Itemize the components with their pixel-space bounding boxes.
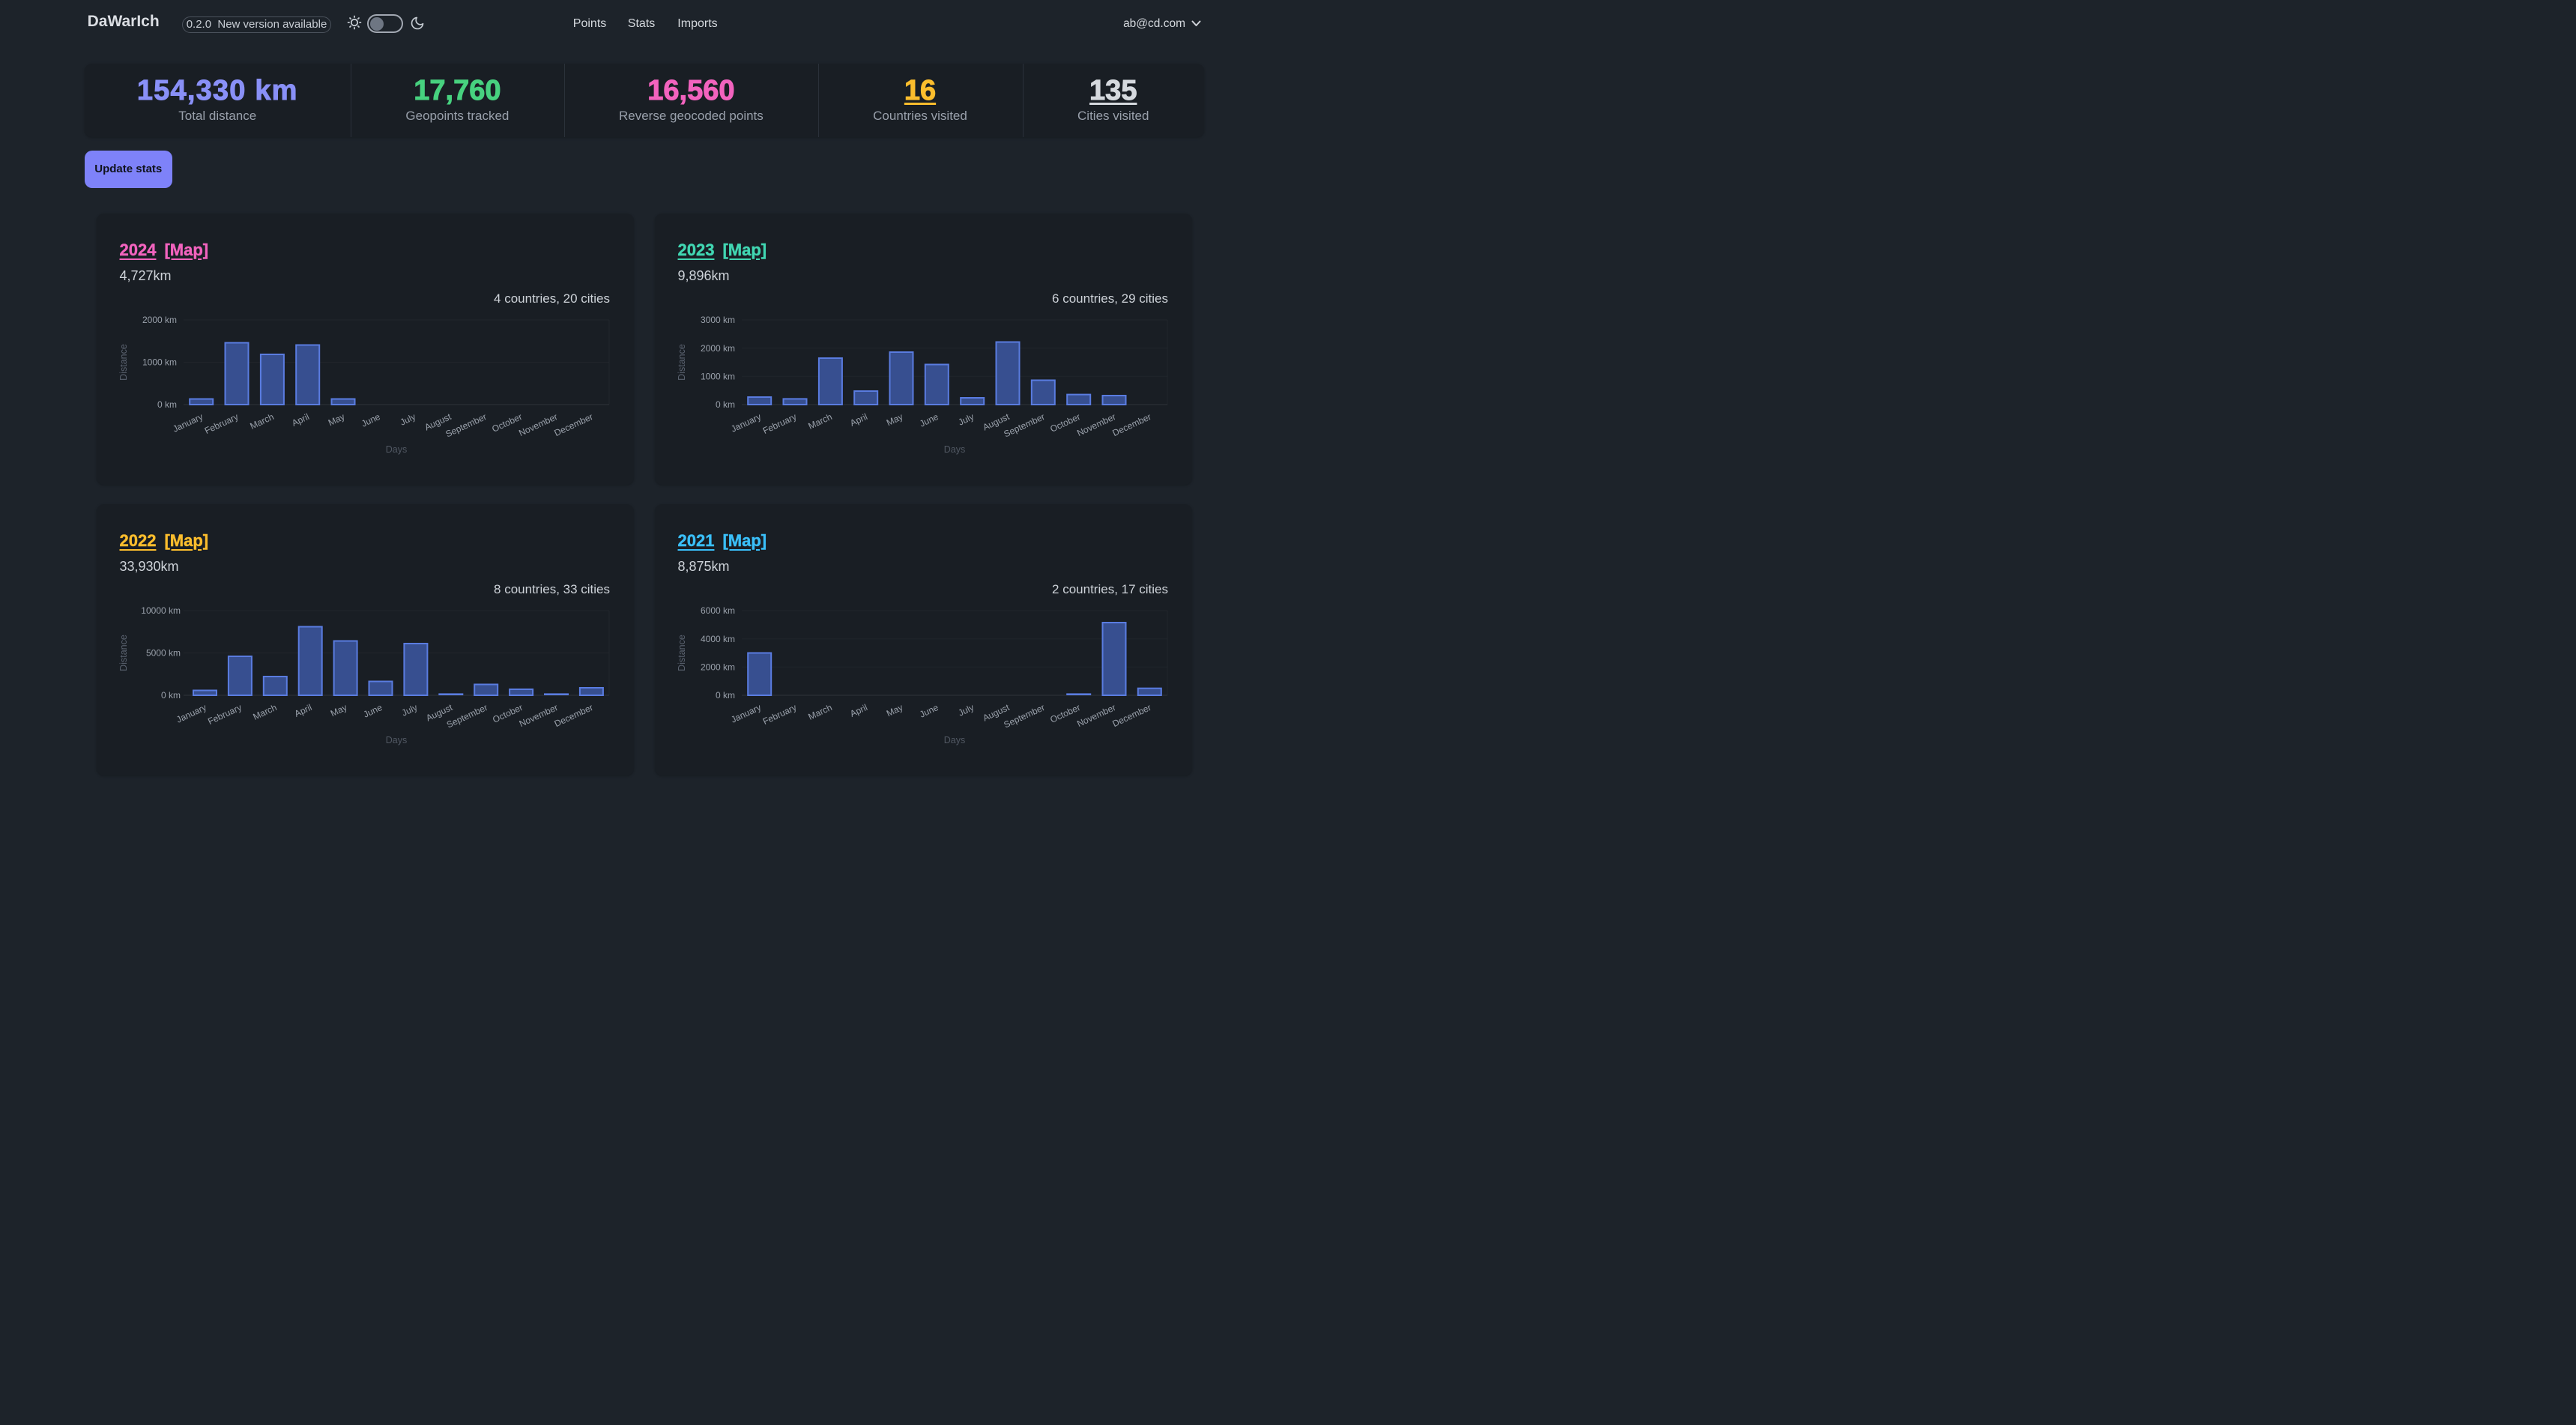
svg-text:July: July [399,411,417,428]
svg-text:April: April [290,411,311,429]
svg-text:September: September [1002,702,1046,730]
svg-text:December: December [552,411,594,438]
svg-text:6000 km: 6000 km [701,605,735,616]
svg-text:July: July [957,702,976,718]
svg-text:December: December [553,702,595,729]
svg-text:September: September [1002,411,1046,439]
svg-text:5000 km: 5000 km [146,648,181,659]
svg-text:2000 km: 2000 km [701,343,735,354]
svg-text:December: December [1110,411,1152,438]
svg-text:0 km: 0 km [716,399,735,410]
svg-text:Days: Days [386,735,407,745]
svg-text:November: November [1075,702,1117,729]
svg-text:March: March [807,702,834,722]
svg-text:Distance: Distance [118,635,129,671]
svg-text:Distance: Distance [677,635,687,671]
svg-text:September: September [444,411,488,439]
svg-text:February: February [761,702,798,727]
svg-text:April: April [848,702,869,719]
svg-text:January: January [729,411,763,435]
svg-text:0 km: 0 km [157,399,177,410]
svg-text:1000 km: 1000 km [701,372,735,382]
svg-text:May: May [885,702,904,718]
svg-text:June: June [918,702,940,720]
svg-text:February: February [206,702,243,727]
svg-text:March: March [251,702,278,722]
svg-text:March: March [249,411,276,432]
svg-text:November: November [517,411,559,438]
svg-text:Distance: Distance [677,344,687,381]
svg-text:April: April [848,411,869,429]
svg-text:February: February [203,411,240,436]
svg-text:July: July [957,411,976,428]
svg-text:January: January [175,702,208,725]
svg-text:1000 km: 1000 km [142,357,177,368]
svg-text:January: January [171,411,205,435]
svg-text:November: November [518,702,560,729]
svg-text:May: May [327,411,346,428]
svg-text:June: June [362,702,384,720]
svg-text:Days: Days [386,444,407,455]
svg-text:June: June [360,411,382,429]
svg-text:January: January [729,702,763,725]
svg-text:Days: Days [944,444,965,455]
svg-text:0 km: 0 km [716,690,735,701]
svg-text:July: July [400,702,419,718]
svg-text:March: March [807,411,834,432]
svg-text:April: April [293,702,314,719]
svg-text:May: May [885,411,904,428]
svg-text:December: December [1110,702,1152,729]
svg-text:10000 km: 10000 km [141,605,181,616]
svg-text:0 km: 0 km [161,690,181,701]
svg-text:4000 km: 4000 km [701,634,735,644]
svg-text:2000 km: 2000 km [701,662,735,673]
svg-text:2000 km: 2000 km [142,315,177,325]
svg-text:Distance: Distance [118,344,129,381]
svg-text:May: May [329,702,348,718]
svg-text:3000 km: 3000 km [701,315,735,325]
svg-text:November: November [1075,411,1117,438]
svg-text:Days: Days [944,735,965,745]
svg-text:February: February [761,411,798,436]
svg-text:June: June [918,411,940,429]
